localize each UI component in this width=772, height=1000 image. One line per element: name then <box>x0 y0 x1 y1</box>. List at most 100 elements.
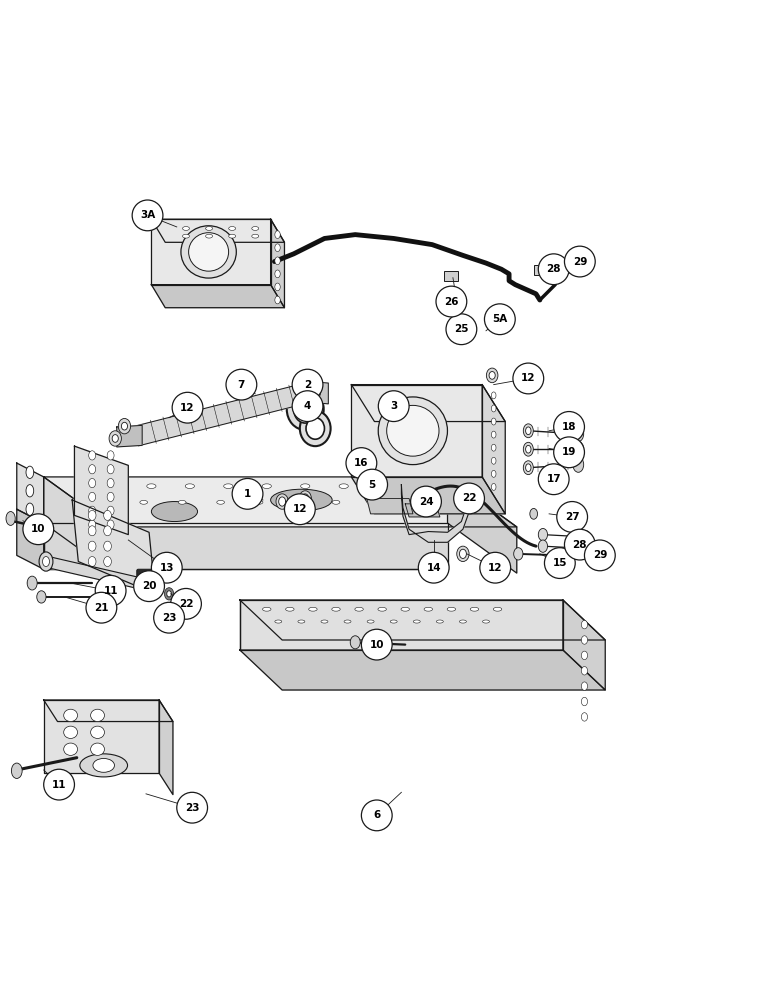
Ellipse shape <box>313 387 320 398</box>
Circle shape <box>177 792 208 823</box>
Polygon shape <box>151 219 284 242</box>
Ellipse shape <box>390 620 397 623</box>
Polygon shape <box>448 477 516 573</box>
Circle shape <box>226 369 257 400</box>
Ellipse shape <box>107 506 114 515</box>
Ellipse shape <box>573 426 584 442</box>
Ellipse shape <box>492 392 496 399</box>
Ellipse shape <box>93 758 114 772</box>
Polygon shape <box>271 219 284 308</box>
Ellipse shape <box>299 491 311 506</box>
Polygon shape <box>405 504 440 517</box>
Text: 12: 12 <box>521 373 536 383</box>
Circle shape <box>554 437 584 468</box>
Ellipse shape <box>276 494 288 509</box>
Circle shape <box>378 391 409 422</box>
Polygon shape <box>134 383 312 446</box>
Ellipse shape <box>121 422 127 430</box>
Circle shape <box>361 800 392 831</box>
Polygon shape <box>72 500 155 594</box>
Ellipse shape <box>581 542 591 555</box>
Ellipse shape <box>332 500 340 504</box>
Polygon shape <box>301 381 328 404</box>
Text: 7: 7 <box>238 380 245 390</box>
Polygon shape <box>44 700 173 722</box>
Ellipse shape <box>401 607 409 611</box>
Ellipse shape <box>492 457 496 464</box>
Ellipse shape <box>306 418 324 439</box>
Circle shape <box>151 552 182 583</box>
Ellipse shape <box>181 226 236 278</box>
Ellipse shape <box>302 494 309 503</box>
Ellipse shape <box>416 484 425 488</box>
Ellipse shape <box>309 607 317 611</box>
Ellipse shape <box>523 424 533 438</box>
Text: 19: 19 <box>562 447 576 457</box>
Text: 28: 28 <box>547 264 561 274</box>
Ellipse shape <box>26 503 34 515</box>
Ellipse shape <box>387 405 439 456</box>
Ellipse shape <box>118 418 130 434</box>
Text: 25: 25 <box>454 324 469 334</box>
Circle shape <box>513 363 543 394</box>
Ellipse shape <box>103 510 111 520</box>
Text: 20: 20 <box>142 581 156 591</box>
Ellipse shape <box>424 607 432 611</box>
Ellipse shape <box>526 445 531 453</box>
FancyBboxPatch shape <box>533 265 547 275</box>
Ellipse shape <box>492 431 496 438</box>
Ellipse shape <box>300 411 330 446</box>
Ellipse shape <box>90 726 104 738</box>
Ellipse shape <box>151 502 198 522</box>
Circle shape <box>361 629 392 660</box>
Ellipse shape <box>88 541 96 551</box>
Ellipse shape <box>89 478 96 488</box>
Ellipse shape <box>107 520 114 529</box>
Ellipse shape <box>378 607 386 611</box>
Ellipse shape <box>88 526 96 536</box>
Polygon shape <box>482 385 505 514</box>
Polygon shape <box>44 523 448 569</box>
Ellipse shape <box>581 713 587 721</box>
Ellipse shape <box>447 607 455 611</box>
Ellipse shape <box>321 620 328 623</box>
Ellipse shape <box>205 234 212 238</box>
Polygon shape <box>44 555 147 591</box>
Ellipse shape <box>147 484 156 488</box>
Ellipse shape <box>286 607 294 611</box>
Text: 28: 28 <box>573 540 587 550</box>
Polygon shape <box>151 285 284 308</box>
FancyBboxPatch shape <box>444 271 458 281</box>
Ellipse shape <box>224 484 233 488</box>
Circle shape <box>357 469 388 500</box>
Ellipse shape <box>26 485 34 497</box>
Circle shape <box>172 392 203 423</box>
Circle shape <box>554 412 584 442</box>
Circle shape <box>292 369 323 400</box>
Text: 14: 14 <box>426 563 441 573</box>
Ellipse shape <box>89 520 96 529</box>
Text: 12: 12 <box>181 403 195 413</box>
Ellipse shape <box>275 231 280 238</box>
Text: 15: 15 <box>553 558 567 568</box>
Circle shape <box>454 483 485 514</box>
Ellipse shape <box>107 478 114 488</box>
Ellipse shape <box>112 435 118 442</box>
Circle shape <box>95 575 126 606</box>
Ellipse shape <box>538 528 547 541</box>
Ellipse shape <box>89 506 96 515</box>
Ellipse shape <box>513 548 523 560</box>
Text: 11: 11 <box>103 586 118 596</box>
Ellipse shape <box>367 620 374 623</box>
Text: 22: 22 <box>462 493 476 503</box>
Ellipse shape <box>107 451 114 460</box>
Text: 18: 18 <box>562 422 577 432</box>
Ellipse shape <box>217 500 225 504</box>
Ellipse shape <box>229 234 235 238</box>
Polygon shape <box>44 477 516 527</box>
Ellipse shape <box>42 557 49 567</box>
Ellipse shape <box>300 484 310 488</box>
Ellipse shape <box>90 743 104 755</box>
Ellipse shape <box>489 372 495 379</box>
Circle shape <box>446 314 477 345</box>
